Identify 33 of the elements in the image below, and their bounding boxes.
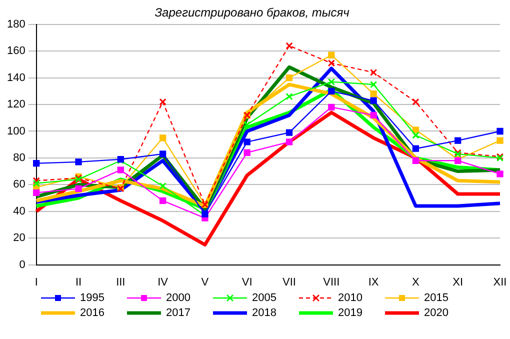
y-tick-label: 160	[6, 45, 26, 58]
x-tick-label: VIII	[323, 276, 340, 288]
y-tick-label: 20	[13, 232, 26, 244]
legend-label: 2005	[252, 292, 276, 304]
y-tick-label: 0	[19, 258, 26, 271]
x-tick-label: X	[412, 276, 420, 288]
x-tick-label: IX	[368, 276, 380, 288]
legend-label: 1995	[80, 292, 104, 304]
x-tick-label: IV	[158, 276, 169, 288]
x-tick-label: VI	[242, 276, 252, 288]
legend-label: 2020	[424, 307, 448, 319]
y-tick-label: 40	[13, 205, 26, 218]
x-tick-label: XI	[452, 276, 464, 288]
legend-label: 2016	[80, 307, 104, 319]
legend-label: 2017	[166, 307, 190, 319]
x-tick-label: II	[75, 276, 82, 288]
legend-label: 2015	[424, 292, 448, 304]
legend-label: 2000	[166, 292, 190, 304]
legend-label: 2018	[252, 307, 276, 319]
x-tick-label: I	[34, 276, 38, 288]
y-tick-label: 180	[6, 18, 26, 30]
legend-label: 2010	[338, 292, 362, 304]
y-tick-label: 120	[6, 98, 26, 111]
x-tick-label: XII	[493, 276, 507, 288]
y-tick-label: 100	[6, 125, 26, 138]
x-tick-label: III	[116, 276, 126, 288]
x-tick-label: V	[201, 276, 210, 288]
chart-title: Зарегистрировано браков, тысяч	[154, 6, 350, 20]
legend-label: 2019	[338, 307, 362, 319]
y-tick-label: 60	[13, 178, 26, 191]
x-tick-label: VII	[282, 276, 296, 288]
y-tick-label: 140	[6, 72, 26, 84]
y-tick-label: 80	[13, 152, 26, 164]
